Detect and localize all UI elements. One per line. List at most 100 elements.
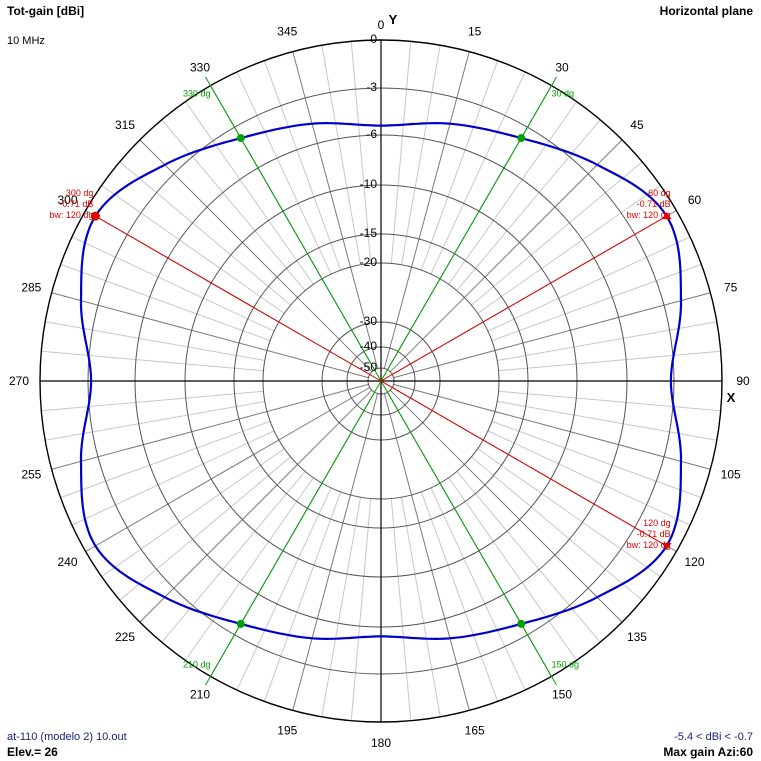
max-marker-label: 300 dg [66, 188, 94, 198]
azimuth-label: 210 [190, 688, 210, 702]
radial-tick-label: 0 [370, 32, 377, 46]
beamwidth-line [205, 76, 382, 382]
spoke-line [487, 236, 691, 332]
azimuth-label: 120 [684, 555, 704, 569]
spoke-line [390, 498, 412, 721]
spoke-line [292, 51, 379, 369]
spoke-line [393, 383, 711, 470]
radial-tick-label: -40 [360, 339, 378, 353]
azimuth-label: 150 [552, 688, 572, 702]
azimuth-label: 270 [9, 374, 29, 388]
radial-tick-label: -20 [360, 255, 378, 269]
radial-tick-label: -10 [360, 177, 378, 191]
spoke-line [477, 185, 661, 314]
spoke-line [263, 491, 342, 702]
azimuth-label: 345 [277, 24, 297, 38]
spoke-line [51, 292, 369, 379]
azimuth-label: 255 [21, 468, 41, 482]
beamwidth-marker-dot [236, 619, 245, 628]
polar-grid [39, 39, 723, 723]
spoke-line [321, 45, 362, 265]
spoke-line [185, 101, 314, 285]
azimuth-label: 75 [724, 280, 738, 294]
beamwidth-line [380, 76, 557, 382]
range-label: -5.4 < dBi < -0.7 [674, 731, 753, 743]
spoke-line [45, 400, 265, 441]
spoke-line [119, 161, 291, 306]
azimuth-label: 195 [277, 724, 297, 738]
spoke-line [448, 101, 577, 285]
beamwidth-line [205, 380, 382, 686]
spoke-line [471, 456, 643, 601]
spoke-line [430, 487, 526, 691]
max-marker-label: bw: 120 dg [49, 210, 93, 220]
azimuth-label: 90 [736, 374, 750, 388]
max-marker-label: bw: 120 dg [627, 540, 671, 550]
spoke-line [498, 390, 721, 412]
plane-label: Horizontal plane [659, 4, 753, 18]
azimuth-label: 105 [721, 468, 741, 482]
max-marker-label: -0.71 dB [637, 529, 671, 539]
azimuth-label: 165 [465, 724, 485, 738]
y-axis-label: Y [389, 12, 398, 27]
spoke-line [41, 350, 264, 372]
spoke-line [51, 383, 369, 470]
spoke-line [292, 393, 379, 711]
beamwidth-label: 30 dg [552, 89, 575, 99]
spoke-line [161, 119, 306, 291]
beamwidth-label: 210 dg [183, 659, 211, 669]
spoke-line [487, 430, 691, 526]
max-marker-label: -0.71 dB [59, 199, 93, 209]
spoke-line [420, 491, 499, 702]
spoke-line [236, 71, 332, 275]
frequency-label: 10 MHz [7, 35, 45, 47]
chart-title: Tot-gain [dBi] [7, 4, 85, 18]
x-axis-label: X [727, 390, 736, 405]
beamwidth-marker-dot [236, 134, 245, 143]
spoke-line [471, 161, 643, 306]
max-marker-label: 120 dg [643, 518, 671, 528]
spoke-line [491, 263, 702, 342]
spoke-line [497, 400, 717, 441]
radial-tick-label: -15 [360, 226, 378, 240]
spoke-line [71, 236, 275, 332]
spoke-line [350, 41, 372, 264]
spoke-line [263, 60, 342, 271]
azimuth-label: 300 [57, 193, 77, 207]
beamwidth-label: 150 dg [552, 659, 580, 669]
azimuth-label: 30 [555, 60, 569, 74]
pattern-layer [79, 121, 683, 641]
spoke-line [430, 71, 526, 275]
max-marker-triangle [661, 212, 672, 220]
spoke-line [390, 41, 412, 264]
spoke-line [498, 350, 721, 372]
spoke-line [101, 448, 285, 577]
spoke-line [41, 390, 264, 412]
spoke-line [139, 139, 373, 373]
max-marker-label: 60 dg [648, 188, 671, 198]
spoke-line [101, 185, 285, 314]
spoke-line [60, 263, 271, 342]
spoke-line [71, 430, 275, 526]
radial-tick-label: -30 [360, 314, 378, 328]
spoke-line [420, 60, 499, 271]
spoke-line [350, 498, 372, 721]
max-gain-label: Max gain Azi:60 [663, 745, 753, 759]
max-line [380, 380, 665, 545]
spoke-line [477, 448, 661, 577]
spoke-line [236, 487, 332, 691]
spoke-line [456, 119, 601, 291]
azimuth-label: 285 [21, 280, 41, 294]
spoke-line [389, 389, 623, 623]
radial-tick-label: -3 [366, 80, 377, 94]
spoke-line [400, 497, 441, 717]
spoke-line [491, 420, 702, 499]
spoke-line [497, 321, 717, 362]
azimuth-label: 60 [688, 193, 702, 207]
azimuth-label: 45 [630, 118, 644, 132]
beamwidth-marker-dot [517, 134, 526, 143]
spoke-line [139, 389, 373, 623]
max-marker-triangle [661, 542, 672, 550]
radial-tick-label: -50 [360, 360, 378, 374]
labels-layer: 0 -3 -6 -10 -15 -20 -30 -40 -50 0 15 30 45 60 75 90 105 1… [9, 12, 750, 750]
